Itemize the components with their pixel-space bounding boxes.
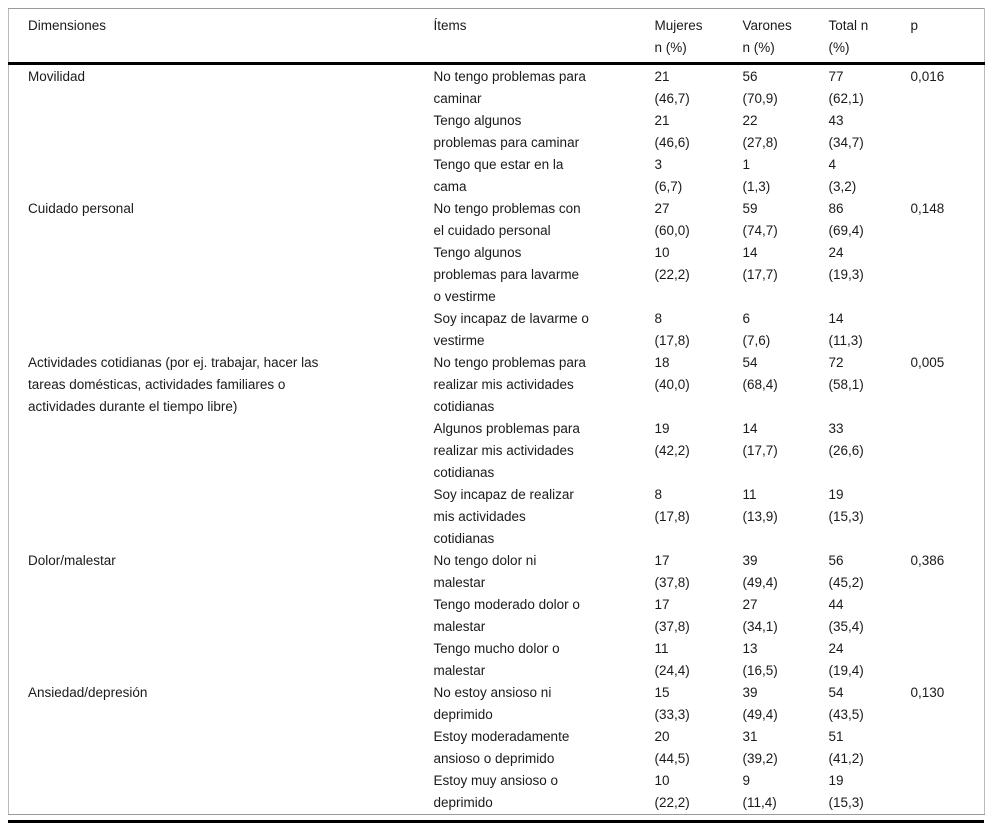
- varones-cell: 6 (7,6): [742, 311, 771, 348]
- mujeres-cell: 19 (42,2): [654, 421, 690, 458]
- item-cell: Estoy moderadamente ansioso o deprimido: [433, 729, 570, 766]
- item-cell: Soy incapaz de lavarme o vestirme: [433, 311, 589, 348]
- total-cell: 43 (34,7): [828, 113, 864, 150]
- table-row: Soy incapaz de lavarme o vestirme 8 (17,…: [9, 308, 985, 352]
- p-value-cell: 0,130: [910, 685, 945, 700]
- item-cell: Tengo algunos problemas para caminar: [433, 113, 580, 150]
- varones-cell: 59 (74,7): [742, 201, 778, 238]
- varones-cell: 11 (13,9): [742, 487, 778, 524]
- mujeres-cell: 10 (22,2): [654, 245, 690, 282]
- varones-cell: 9 (11,4): [742, 773, 777, 810]
- table-row: Tengo mucho dolor o malestar 11 (24,4) 1…: [9, 638, 985, 682]
- item-cell: Tengo mucho dolor o malestar: [433, 641, 560, 678]
- total-cell: 72 (58,1): [828, 355, 864, 392]
- table-row: Cuidado personal No tengo problemas con …: [9, 198, 985, 242]
- varones-cell: 54 (68,4): [742, 355, 778, 392]
- mujeres-cell: 3 (6,7): [654, 157, 683, 194]
- table-body: Movilidad No tengo problemas para camina…: [9, 64, 985, 815]
- p-value-cell: 0,005: [910, 355, 945, 370]
- table-row: Estoy muy ansioso o deprimido 10 (22,2) …: [9, 770, 985, 815]
- col-header-mujeres: Mujeres n (%): [635, 8, 724, 65]
- varones-cell: 39 (49,4): [742, 553, 778, 590]
- item-cell: Algunos problemas para realizar mis acti…: [433, 421, 580, 480]
- item-cell: No estoy ansioso ni deprimido: [433, 685, 552, 722]
- item-cell: No tengo dolor ni malestar: [433, 553, 537, 590]
- total-cell: 24 (19,3): [828, 245, 864, 282]
- mujeres-cell: 18 (40,0): [654, 355, 690, 392]
- mujeres-cell: 10 (22,2): [654, 773, 690, 810]
- table-row: Dolor/malestar No tengo dolor ni malesta…: [9, 550, 985, 594]
- total-cell: 24 (19,4): [828, 641, 864, 678]
- mujeres-cell: 21 (46,7): [654, 69, 690, 106]
- results-table-container: Dimensiones Ítems Mujeres n (%) Varones …: [8, 8, 985, 823]
- item-cell: Tengo algunos problemas para lavarme o v…: [433, 245, 580, 304]
- table-row: Tengo moderado dolor o malestar 17 (37,8…: [9, 594, 985, 638]
- dimension-cell: Ansiedad/depresión: [28, 685, 148, 700]
- table-header: Dimensiones Ítems Mujeres n (%) Varones …: [8, 8, 985, 65]
- item-cell: Estoy muy ansioso o deprimido: [433, 773, 559, 810]
- table-row: Movilidad No tengo problemas para camina…: [9, 64, 985, 111]
- mujeres-cell: 17 (37,8): [654, 553, 690, 590]
- mujeres-cell: 17 (37,8): [654, 597, 690, 634]
- total-cell: 14 (11,3): [828, 311, 863, 348]
- total-cell: 56 (45,2): [828, 553, 864, 590]
- table-row: Algunos problemas para realizar mis acti…: [9, 418, 985, 484]
- item-cell: No tengo problemas con el cuidado person…: [433, 201, 581, 238]
- total-cell: 4 (3,2): [828, 157, 857, 194]
- total-cell: 77 (62,1): [828, 69, 864, 106]
- varones-cell: 14 (17,7): [742, 245, 778, 282]
- varones-cell: 39 (49,4): [742, 685, 778, 722]
- col-header-dimensiones: Dimensiones: [8, 8, 415, 65]
- item-cell: Soy incapaz de realizar mis actividades …: [433, 487, 574, 546]
- col-header-p: p: [891, 8, 985, 65]
- varones-cell: 27 (34,1): [742, 597, 778, 634]
- mujeres-cell: 27 (60,0): [654, 201, 690, 238]
- total-cell: 44 (35,4): [828, 597, 864, 634]
- table-row: Ansiedad/depresión No estoy ansioso ni d…: [9, 682, 985, 726]
- total-cell: 54 (43,5): [828, 685, 864, 722]
- varones-cell: 22 (27,8): [742, 113, 778, 150]
- varones-cell: 31 (39,2): [742, 729, 778, 766]
- total-cell: 19 (15,3): [828, 773, 864, 810]
- table-row: Tengo algunos problemas para lavarme o v…: [9, 242, 985, 308]
- varones-cell: 13 (16,5): [742, 641, 778, 678]
- total-cell: 51 (41,2): [828, 729, 864, 766]
- mujeres-cell: 15 (33,3): [654, 685, 690, 722]
- table-row: Tengo algunos problemas para caminar 21 …: [9, 110, 985, 154]
- p-value-cell: 0,148: [910, 201, 945, 216]
- col-header-total: Total n (%): [809, 8, 892, 65]
- table-row: Actividades cotidianas (por ej. trabajar…: [9, 352, 985, 418]
- results-table: Dimensiones Ítems Mujeres n (%) Varones …: [8, 8, 985, 815]
- varones-cell: 14 (17,7): [742, 421, 778, 458]
- total-cell: 86 (69,4): [828, 201, 864, 238]
- mujeres-cell: 8 (17,8): [654, 487, 690, 524]
- table-row: Estoy moderadamente ansioso o deprimido …: [9, 726, 985, 770]
- header-row: Dimensiones Ítems Mujeres n (%) Varones …: [8, 8, 985, 65]
- total-cell: 33 (26,6): [828, 421, 864, 458]
- col-header-items: Ítems: [414, 8, 636, 65]
- mujeres-cell: 8 (17,8): [654, 311, 690, 348]
- table-row: Soy incapaz de realizar mis actividades …: [9, 484, 985, 550]
- mujeres-cell: 11 (24,4): [654, 641, 690, 678]
- table-row: Tengo que estar en la cama 3 (6,7) 1 (1,…: [9, 154, 985, 198]
- p-value-cell: 0,016: [910, 69, 945, 84]
- mujeres-cell: 21 (46,6): [654, 113, 690, 150]
- col-header-varones: Varones n (%): [723, 8, 810, 65]
- mujeres-cell: 20 (44,5): [654, 729, 690, 766]
- dimension-cell: Actividades cotidianas (por ej. trabajar…: [28, 355, 319, 414]
- item-cell: Tengo moderado dolor o malestar: [433, 597, 580, 634]
- dimension-cell: Dolor/malestar: [28, 553, 116, 568]
- p-value-cell: 0,386: [910, 553, 945, 568]
- varones-cell: 56 (70,9): [742, 69, 778, 106]
- dimension-cell: Movilidad: [28, 69, 86, 84]
- total-cell: 19 (15,3): [828, 487, 864, 524]
- item-cell: Tengo que estar en la cama: [433, 157, 564, 194]
- dimension-cell: Cuidado personal: [28, 201, 134, 216]
- varones-cell: 1 (1,3): [742, 157, 771, 194]
- item-cell: No tengo problemas para realizar mis act…: [433, 355, 586, 414]
- item-cell: No tengo problemas para caminar: [433, 69, 586, 106]
